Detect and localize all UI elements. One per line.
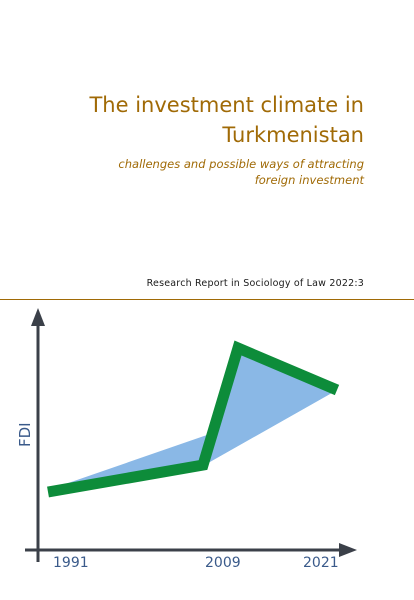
subtitle-line-2: foreign investment xyxy=(254,173,364,187)
divider-rule xyxy=(0,299,414,300)
y-axis-arrow xyxy=(31,308,45,326)
title-line-2: Turkmenistan xyxy=(222,123,364,147)
x-axis-arrow xyxy=(339,543,357,557)
fdi-trend-line xyxy=(47,340,340,498)
report-subtitle: challenges and possible ways of attracti… xyxy=(44,156,364,188)
x-label-1991: 1991 xyxy=(53,555,89,571)
title-line-1: The investment climate in xyxy=(89,93,364,117)
x-label-2009: 2009 xyxy=(205,555,241,571)
fdi-illustration: FDI 1991 2009 2021 xyxy=(16,308,357,571)
subtitle-line-1: challenges and possible ways of attracti… xyxy=(118,157,364,171)
x-label-2021: 2021 xyxy=(303,555,339,571)
series-name: Research Report in Sociology of Law 2022… xyxy=(146,278,364,289)
y-axis-label: FDI xyxy=(16,422,34,447)
report-title: The investment climate in Turkmenistan xyxy=(24,90,364,150)
